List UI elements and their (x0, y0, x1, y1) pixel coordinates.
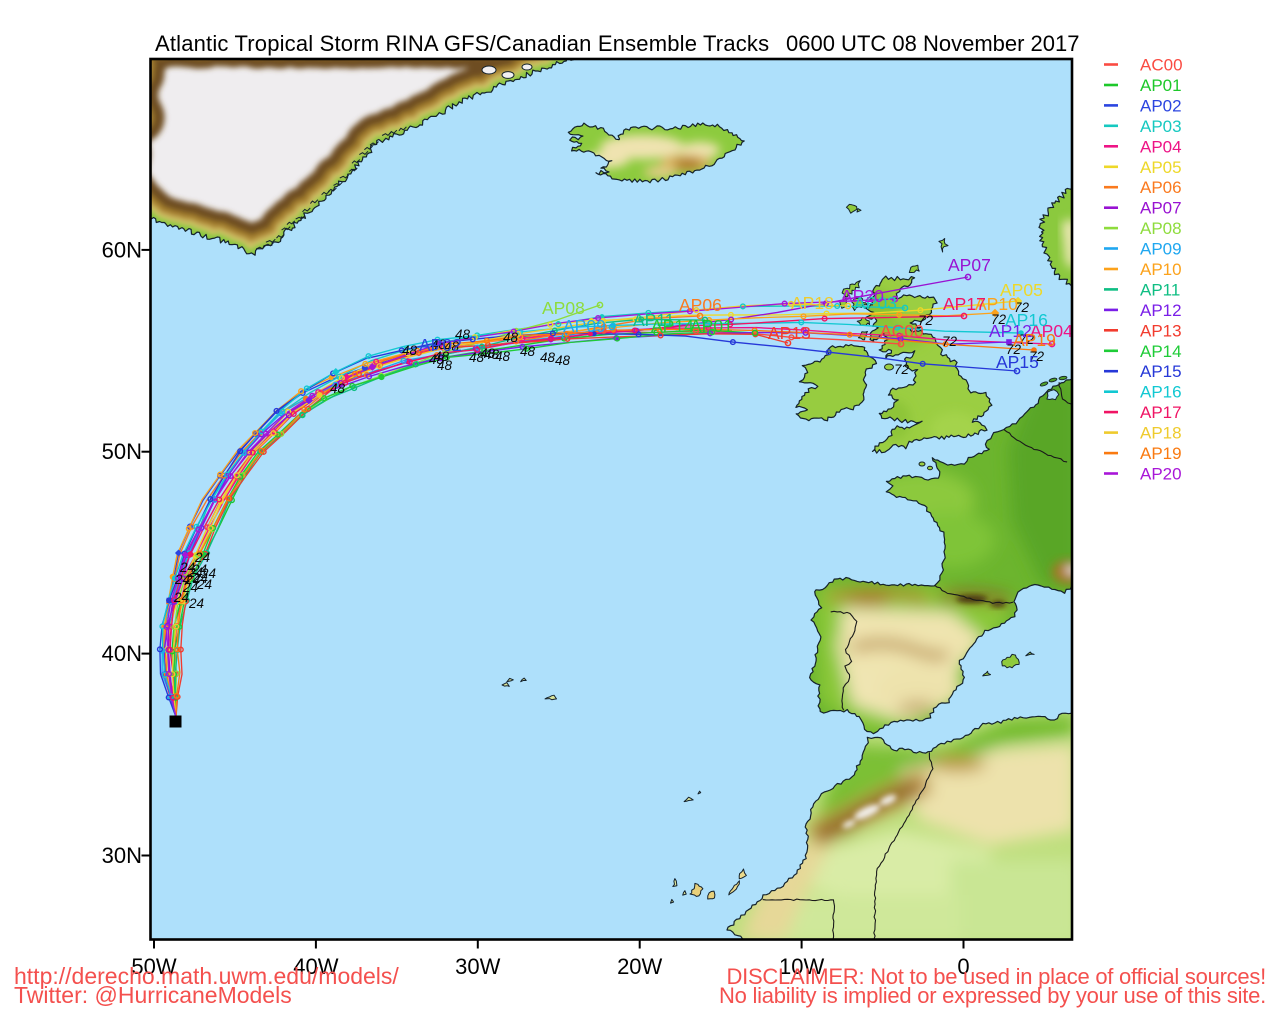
svg-text:http://derecho.math.uwm.edu/mo: http://derecho.math.uwm.edu/models/ (14, 963, 399, 989)
svg-text:AP03: AP03 (1140, 117, 1182, 136)
svg-text:AP01: AP01 (690, 316, 733, 336)
svg-text:AP10: AP10 (1140, 260, 1182, 279)
svg-text:AP14: AP14 (651, 316, 694, 336)
svg-text:AP17: AP17 (943, 294, 986, 314)
svg-text:Atlantic Tropical Storm RINA G: Atlantic Tropical Storm RINA GFS/Canadia… (155, 31, 769, 56)
svg-text:24: 24 (182, 580, 198, 595)
svg-text:AP02: AP02 (1140, 96, 1182, 115)
svg-text:AP09: AP09 (563, 316, 606, 336)
svg-text:72: 72 (1019, 332, 1035, 347)
svg-text:40N: 40N (102, 641, 142, 666)
svg-text:72: 72 (894, 362, 910, 377)
svg-text:30W: 30W (455, 954, 500, 979)
svg-text:AP01: AP01 (1140, 76, 1182, 95)
svg-text:48: 48 (555, 353, 571, 368)
svg-text:AP12: AP12 (989, 321, 1032, 341)
svg-text:AP16: AP16 (1005, 310, 1048, 330)
svg-text:AP03: AP03 (854, 293, 897, 313)
svg-text:AP16: AP16 (1140, 383, 1182, 402)
svg-text:AP06: AP06 (1140, 178, 1182, 197)
svg-text:AP12: AP12 (1140, 301, 1182, 320)
svg-text:No liability is implied or exp: No liability is implied or expressed by … (719, 983, 1266, 1008)
svg-text:AP19: AP19 (1140, 444, 1182, 463)
svg-text:48: 48 (455, 327, 471, 342)
svg-text:48: 48 (437, 358, 453, 373)
svg-text:72: 72 (942, 334, 958, 349)
svg-text:72: 72 (1006, 342, 1022, 357)
svg-text:48: 48 (434, 349, 450, 364)
svg-text:24: 24 (187, 565, 203, 580)
svg-text:10W: 10W (779, 954, 824, 979)
svg-text:48: 48 (330, 381, 346, 396)
svg-text:48: 48 (469, 350, 485, 365)
svg-text:24: 24 (196, 577, 212, 592)
svg-text:AP17: AP17 (1140, 403, 1182, 422)
svg-text:24: 24 (173, 590, 189, 605)
svg-text:48: 48 (431, 337, 447, 352)
svg-text:AP05: AP05 (1140, 158, 1182, 177)
svg-text:AP02: AP02 (419, 335, 462, 355)
svg-text:AP11: AP11 (1140, 280, 1180, 299)
svg-text:AP20: AP20 (841, 286, 884, 306)
svg-text:0: 0 (957, 954, 969, 979)
svg-text:24: 24 (188, 596, 204, 611)
svg-text:50W: 50W (131, 954, 176, 979)
svg-text:AP18: AP18 (1140, 424, 1182, 443)
svg-text:24: 24 (194, 550, 210, 565)
svg-text:48: 48 (429, 352, 445, 367)
svg-text:AP07: AP07 (1140, 199, 1182, 218)
svg-text:24: 24 (184, 572, 200, 587)
svg-text:AP08: AP08 (1140, 219, 1182, 238)
svg-text:AP05: AP05 (1000, 280, 1043, 300)
svg-text:48: 48 (402, 343, 418, 358)
svg-text:0600 UTC 08 November 2017: 0600 UTC 08 November 2017 (786, 31, 1080, 56)
svg-text:30N: 30N (102, 843, 142, 868)
svg-text:72: 72 (1014, 300, 1030, 315)
svg-text:AC00: AC00 (880, 321, 924, 341)
svg-text:AP15: AP15 (1140, 362, 1182, 381)
svg-text:Twitter: @HurricaneModels: Twitter: @HurricaneModels (14, 982, 292, 1008)
svg-text:AP04: AP04 (1030, 321, 1073, 341)
svg-text:AP11: AP11 (633, 310, 675, 330)
svg-text:DISCLAIMER: Not to be used in: DISCLAIMER: Not to be used in place of o… (726, 964, 1266, 989)
svg-text:60N: 60N (102, 237, 142, 262)
svg-text:AP14: AP14 (1140, 342, 1182, 361)
svg-text:50N: 50N (102, 439, 142, 464)
svg-text:40W: 40W (293, 954, 338, 979)
svg-text:48: 48 (444, 339, 460, 354)
svg-text:72: 72 (918, 313, 934, 328)
svg-text:48: 48 (540, 350, 556, 365)
svg-text:48: 48 (495, 349, 511, 364)
svg-text:48: 48 (520, 344, 536, 359)
svg-text:AC00: AC00 (1140, 56, 1183, 75)
svg-text:AP07: AP07 (948, 255, 991, 275)
svg-text:AP19: AP19 (1013, 330, 1056, 350)
svg-text:AP04: AP04 (1140, 137, 1182, 156)
svg-text:24: 24 (179, 560, 195, 575)
svg-text:AP15: AP15 (996, 352, 1039, 372)
svg-text:AP13: AP13 (768, 323, 811, 343)
svg-text:20W: 20W (617, 954, 662, 979)
svg-text:AP06: AP06 (679, 295, 722, 315)
svg-text:AP18: AP18 (791, 293, 834, 313)
svg-text:AP10: AP10 (975, 294, 1018, 314)
svg-text:48: 48 (503, 330, 519, 345)
svg-text:24: 24 (174, 572, 190, 587)
svg-text:AP08: AP08 (542, 298, 585, 318)
svg-text:48: 48 (484, 347, 500, 362)
svg-text:AP13: AP13 (1140, 321, 1182, 340)
svg-text:24: 24 (192, 571, 208, 586)
svg-text:AP20: AP20 (1140, 465, 1182, 484)
svg-text:AP09: AP09 (1140, 240, 1182, 259)
svg-text:72: 72 (991, 312, 1007, 327)
svg-text:24: 24 (200, 566, 216, 581)
svg-text:24: 24 (191, 562, 207, 577)
svg-text:72: 72 (1029, 349, 1045, 364)
svg-text:48: 48 (480, 346, 496, 361)
